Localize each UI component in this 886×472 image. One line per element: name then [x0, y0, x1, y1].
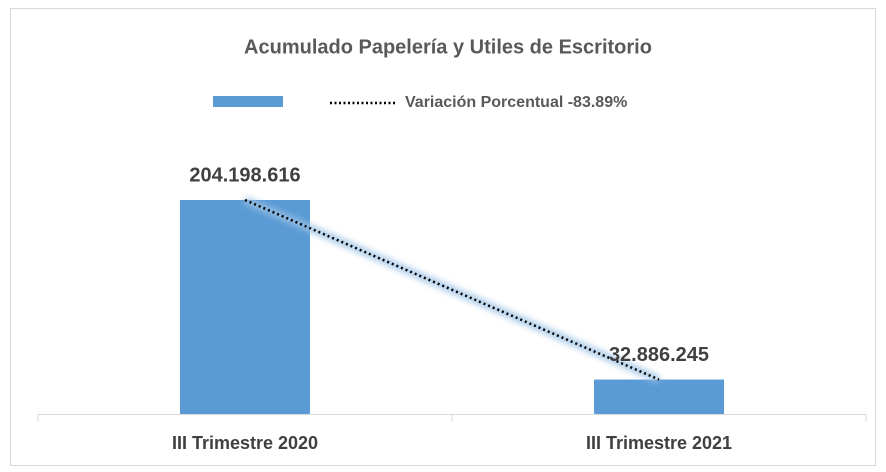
chart-title: Acumulado Papelería y Utiles de Escritor…: [244, 36, 652, 58]
bar: [180, 200, 310, 414]
trendline: [244, 198, 660, 381]
data-label: 204.198.616: [189, 164, 300, 186]
legend-swatch: [213, 96, 283, 107]
x-tick-label: III Trimestre 2021: [586, 433, 732, 453]
bar: [594, 379, 724, 414]
x-tick-label: III Trimestre 2020: [172, 433, 318, 453]
legend-label: Variación Porcentual -83.89%: [405, 94, 627, 111]
data-label: 32.886.245: [609, 344, 709, 366]
chart-border: [10, 8, 876, 466]
